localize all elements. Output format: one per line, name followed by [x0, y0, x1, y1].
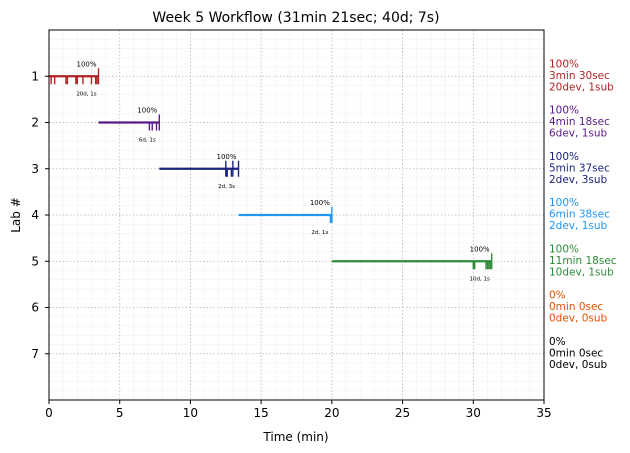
lab-summary-line: 0min 0sec [549, 301, 603, 313]
lab-summary-line: 20dev, 1sub [549, 81, 614, 93]
lab-summary-line: 10dev, 1sub [549, 266, 614, 278]
y-tick-label: 3 [31, 162, 39, 176]
counts-label: 2d, 1s [311, 230, 328, 236]
percent-label: 100% [310, 199, 330, 207]
counts-label: 2d, 3s [218, 184, 235, 190]
lab-summary-line: 6dev, 1sub [549, 128, 608, 140]
lab-summary-line: 2dev, 3sub [549, 174, 608, 186]
y-tick-label: 4 [31, 208, 39, 222]
lab-summary-line: 0% [549, 336, 566, 348]
chart-title: Week 5 Workflow (31min 21sec; 40d; 7s) [152, 10, 439, 26]
lab-summary-line: 2dev, 1sub [549, 220, 608, 232]
x-tick-label: 5 [116, 406, 124, 420]
lab-summary-line: 0dev, 0sub [549, 313, 608, 325]
lab-summary-line: 100% [549, 243, 579, 255]
counts-label: 10d, 1s [469, 276, 489, 282]
lab-summary-line: 100% [549, 151, 579, 163]
lab-summary-line: 0dev, 0sub [549, 359, 608, 371]
x-tick-label: 0 [45, 406, 53, 420]
lab-summary-line: 5min 37sec [549, 162, 610, 174]
y-tick-label: 2 [31, 116, 39, 130]
series-layer: 100% 20d, 1s 100% 6d, 1s 100% 2d, 3s 100% 2d, 1… [49, 60, 493, 282]
y-tick-label: 6 [31, 301, 39, 315]
lab-summary-line: 100% [549, 105, 579, 117]
x-tick-label: 30 [466, 406, 481, 420]
x-tick-label: 35 [536, 406, 551, 420]
axis-layer: 0 5 10 15 20 25 30 35 1 2 3 4 5 6 7 [31, 69, 551, 420]
lab-summary-line: 4min 18sec [549, 116, 610, 128]
counts-label: 20d, 1s [76, 91, 96, 97]
y-tick-label: 1 [31, 69, 39, 83]
percent-label: 100% [137, 107, 157, 115]
x-tick-label: 20 [324, 406, 339, 420]
lab-summary-line: 0% [549, 290, 566, 302]
lab-summary-line: 6min 38sec [549, 209, 610, 221]
lab-summary-line: 100% [549, 197, 579, 209]
counts-label: 6d, 1s [139, 138, 156, 144]
percent-label: 100% [470, 245, 490, 253]
lab-summary-line: 11min 18sec [549, 255, 617, 267]
lab-summary-line: 3min 30sec [549, 70, 610, 82]
x-axis-label: Time (min) [262, 430, 328, 444]
x-tick-label: 10 [183, 406, 198, 420]
lab-summary-line: 0min 0sec [549, 347, 603, 359]
y-axis-label: Lab # [9, 197, 23, 233]
percent-label: 100% [217, 153, 237, 161]
percent-label: 100% [76, 60, 96, 68]
y-tick-label: 5 [31, 254, 39, 268]
x-tick-label: 15 [254, 406, 269, 420]
lab-summary-line: 100% [549, 58, 579, 70]
y-tick-label: 7 [31, 347, 39, 361]
x-tick-label: 25 [395, 406, 410, 420]
